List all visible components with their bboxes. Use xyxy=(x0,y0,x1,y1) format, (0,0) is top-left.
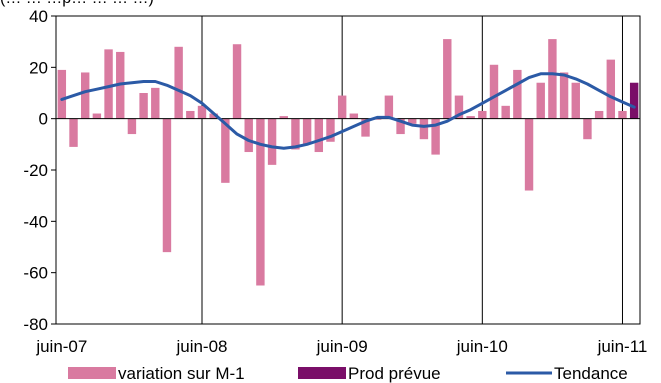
bar-variation xyxy=(69,118,78,147)
bar-variation xyxy=(548,39,557,119)
bar-variation xyxy=(174,46,183,119)
bar-variation xyxy=(478,110,487,119)
bar-variation xyxy=(291,118,300,150)
bar-variation xyxy=(92,113,102,119)
bar-variation xyxy=(501,105,510,119)
bar-variation xyxy=(326,118,335,142)
trend-line-group xyxy=(60,72,636,150)
bar-variation xyxy=(594,110,604,119)
bar-variation xyxy=(431,118,440,155)
x-tick-label: juin-09 xyxy=(316,337,368,356)
bar-variation xyxy=(314,118,324,153)
legend-variation-swatch xyxy=(68,367,116,379)
bar-variation xyxy=(571,82,580,119)
legend: variation sur M-1 Prod prévue Tendance xyxy=(68,364,628,383)
bar-variation xyxy=(139,93,148,119)
legend-tendance-label: Tendance xyxy=(554,364,628,383)
bar-variation xyxy=(408,118,417,124)
bar-variation xyxy=(151,87,160,119)
bar-variation xyxy=(302,118,312,145)
bar-variation xyxy=(419,118,429,140)
bar-variation xyxy=(384,95,394,119)
x-tick-label: juin-07 xyxy=(35,337,87,356)
x-tick-label: juin-08 xyxy=(175,337,227,356)
trend-line xyxy=(60,72,636,150)
bar-variation xyxy=(162,118,172,253)
bar-variation xyxy=(489,64,499,119)
bar-variation xyxy=(197,105,207,119)
bar-variation xyxy=(80,72,90,119)
x-tick-label: juin-11 xyxy=(597,337,648,356)
bar-variation xyxy=(244,118,253,153)
bar-variation xyxy=(606,59,616,119)
bar-variation xyxy=(104,49,113,119)
bar-variation xyxy=(127,118,137,135)
y-tick-label: 20 xyxy=(29,58,48,77)
x-tick-labels: juin-07 juin-08 juin-09 juin-10 juin-11 xyxy=(35,337,647,356)
y-tick-label: 40 xyxy=(29,7,48,26)
bar-prod-prevue xyxy=(629,82,639,119)
bar-variation xyxy=(524,118,534,191)
bar-variation xyxy=(256,118,265,286)
bar-variation xyxy=(559,72,569,119)
axes xyxy=(51,15,641,325)
y-tick-label: 0 xyxy=(39,110,48,129)
header-partial-label: (… … …p… … … …) xyxy=(0,0,154,8)
bar-variation xyxy=(466,116,475,119)
y-tick-labels: 40 20 0 -20 -40 -60 -80 xyxy=(23,7,48,334)
legend-prod-prevue-swatch xyxy=(298,367,346,379)
bar-variation xyxy=(583,118,592,140)
bars xyxy=(57,39,639,286)
bar-variation xyxy=(209,113,218,119)
y-tick-label: -40 xyxy=(23,212,48,231)
bar-variation xyxy=(186,110,195,119)
bar-variation xyxy=(361,118,370,137)
bar-variation xyxy=(513,69,522,119)
bar-variation xyxy=(57,69,67,119)
y-tick-label: -80 xyxy=(23,315,48,334)
bar-variation xyxy=(396,118,405,135)
bar-variation xyxy=(267,118,277,165)
bar-variation xyxy=(454,95,464,119)
gridlines xyxy=(201,16,623,324)
bar-variation xyxy=(618,110,627,119)
bar-variation xyxy=(443,39,452,119)
legend-prod-prevue-label: Prod prévue xyxy=(348,364,441,383)
y-tick-label: -60 xyxy=(23,264,48,283)
bar-variation xyxy=(279,116,288,119)
x-tick-label: juin-10 xyxy=(456,337,508,356)
bar-variation xyxy=(536,82,545,119)
y-tick-label: -20 xyxy=(23,161,48,180)
bar-variation xyxy=(232,44,242,119)
bar-variation xyxy=(349,113,359,119)
bar-variation xyxy=(337,95,347,119)
bar-variation xyxy=(221,118,230,183)
legend-variation-label: variation sur M-1 xyxy=(118,364,245,383)
